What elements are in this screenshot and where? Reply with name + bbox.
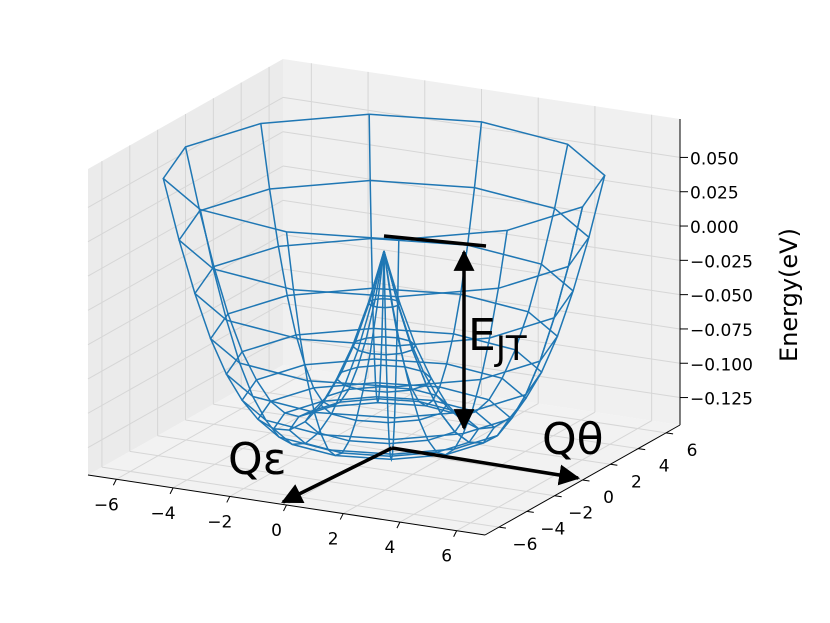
- q-epsilon-label: Qε: [228, 434, 286, 485]
- grid-line: [87, 268, 284, 380]
- grid-line: [87, 96, 284, 208]
- grid-line: [185, 419, 583, 481]
- z-tick-label: 0.025: [690, 184, 739, 204]
- z-tick-label: −0.100: [690, 355, 753, 375]
- grid-line: [87, 199, 284, 311]
- spoke: [368, 114, 385, 403]
- z-tick-label: 0.050: [690, 149, 739, 169]
- grid-line: [282, 337, 681, 399]
- spoke: [199, 209, 385, 446]
- x-tick-label: 6: [441, 547, 452, 567]
- x-tick: [453, 530, 458, 537]
- ejt-top-line: [383, 234, 487, 248]
- grid-line: [241, 388, 639, 450]
- ejt-sub: JT: [494, 329, 527, 369]
- annotations: Qε Qθ EJT Energy(eV): [228, 228, 803, 504]
- x-tick-label: −6: [94, 495, 119, 515]
- z-tick-label: −0.050: [690, 287, 753, 307]
- z-tick-label: −0.125: [690, 390, 753, 410]
- axes: −6 −4 −2 0 2 4 6−6−4−202460.0500.0250.000−0.02…: [87, 119, 753, 567]
- ejt-label: EJT: [468, 310, 527, 369]
- z-tick-label: 0.000: [690, 218, 739, 238]
- spoke: [383, 239, 400, 463]
- spoke: [162, 178, 385, 431]
- y-tick: [554, 495, 562, 498]
- x-tick: [396, 521, 401, 529]
- grid-line: [87, 234, 284, 346]
- grid-line: [282, 302, 681, 364]
- x-tick-label: −4: [151, 504, 176, 524]
- y-tick-label: 4: [659, 457, 670, 477]
- grid-line: [87, 131, 284, 243]
- y-tick: [638, 448, 646, 451]
- y-tick-label: −6: [512, 535, 537, 555]
- y-tick-label: 6: [687, 441, 698, 461]
- grid-line: [282, 165, 681, 227]
- q-theta-label: Qθ: [542, 414, 604, 465]
- y-axis: [484, 424, 681, 536]
- q-theta-arrow: [391, 446, 581, 486]
- x-tick: [169, 487, 174, 495]
- y-tick: [582, 479, 590, 482]
- grid-line: [213, 403, 611, 465]
- ejt-main: E: [468, 310, 496, 361]
- spoke: [383, 230, 508, 456]
- spoke: [383, 144, 569, 417]
- z-tick-label: −0.025: [690, 252, 753, 272]
- q-epsilon-arrow: [281, 446, 393, 504]
- x-tick: [112, 479, 117, 486]
- wireframe: [162, 113, 606, 463]
- z-axis-label: Energy(eV): [775, 228, 803, 362]
- y-tick-label: 2: [631, 472, 642, 492]
- y-tick: [526, 510, 534, 513]
- y-tick: [666, 432, 674, 435]
- x-tick-label: 0: [271, 521, 282, 541]
- x-tick-label: 2: [328, 530, 339, 550]
- y-tick-label: −2: [568, 504, 593, 524]
- x-tick: [283, 504, 287, 512]
- grid-line: [87, 302, 284, 414]
- x-tick: [226, 496, 231, 503]
- grid-line: [282, 199, 681, 261]
- y-tick-label: −4: [540, 519, 565, 539]
- y-tick: [610, 463, 618, 466]
- spoke: [285, 231, 385, 457]
- grid-line: [87, 337, 284, 448]
- x-axis: [87, 474, 486, 536]
- spoke: [383, 175, 606, 430]
- y-tick-label: 0: [603, 488, 614, 508]
- x-tick-label: −2: [207, 512, 232, 532]
- grid-line: [87, 165, 284, 277]
- grid-line: [282, 234, 681, 296]
- grid-line: [282, 131, 681, 193]
- spoke: [184, 146, 385, 418]
- y-tick: [498, 526, 506, 529]
- spoke: [383, 206, 584, 444]
- z-tick-label: −0.075: [690, 321, 753, 341]
- x-tick: [339, 513, 344, 520]
- x-tick-label: 4: [385, 538, 396, 558]
